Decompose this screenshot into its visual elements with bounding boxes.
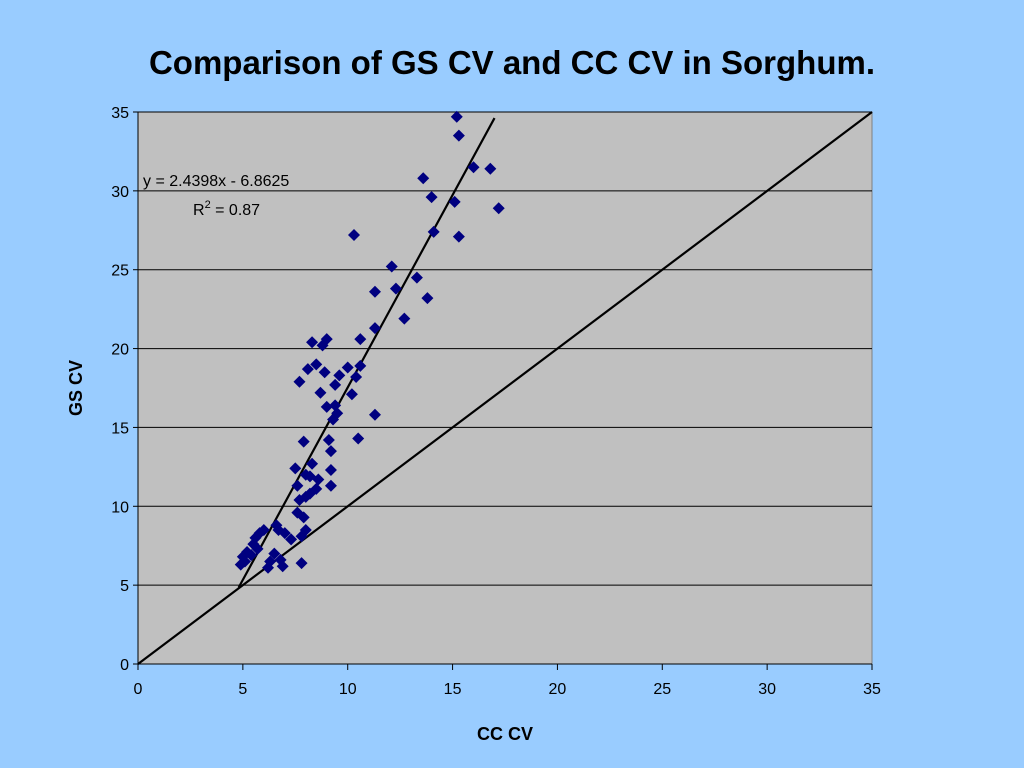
- data-point: [331, 407, 344, 420]
- data-point: [318, 366, 331, 379]
- data-point: [276, 560, 289, 573]
- data-point: [289, 462, 302, 475]
- data-point: [264, 555, 277, 568]
- reference-line: [137, 111, 873, 665]
- data-point: [324, 479, 337, 492]
- trendline-equation: y = 2.4398x - 6.8625: [143, 173, 289, 190]
- data-point: [450, 110, 463, 123]
- data-point: [368, 408, 381, 421]
- data-point: [320, 333, 333, 346]
- data-point: [484, 162, 497, 175]
- data-point: [251, 542, 264, 555]
- x-tick-label: 30: [758, 681, 776, 698]
- data-point: [310, 358, 323, 371]
- data-point: [452, 129, 465, 142]
- data-point: [297, 511, 310, 524]
- data-point: [341, 361, 354, 374]
- r-squared-label: R2 = 0.87: [193, 199, 260, 219]
- data-point: [492, 202, 505, 215]
- data-point: [329, 378, 342, 391]
- data-point: [285, 533, 298, 546]
- y-tick-label: 10: [111, 499, 129, 516]
- data-point: [322, 434, 335, 447]
- data-point: [306, 457, 319, 470]
- data-point: [238, 555, 251, 568]
- x-tick-label: 0: [134, 681, 143, 698]
- data-point: [310, 482, 323, 495]
- x-axis-title: CC CV: [477, 724, 533, 744]
- r-squared-superscript: 2: [205, 199, 211, 211]
- r-squared-value: = 0.87: [211, 202, 260, 219]
- data-point: [293, 375, 306, 388]
- y-tick-label: 25: [111, 263, 129, 280]
- data-point: [301, 363, 314, 376]
- x-tick-label: 10: [339, 681, 357, 698]
- data-point: [421, 292, 434, 305]
- data-point: [333, 369, 346, 382]
- data-point: [348, 229, 361, 242]
- data-point: [417, 172, 430, 185]
- data-point: [297, 435, 310, 448]
- data-point: [410, 271, 423, 284]
- data-point: [324, 464, 337, 477]
- r-squared-symbol: R: [193, 202, 205, 219]
- y-tick-label: 15: [111, 420, 129, 437]
- y-tick-label: 0: [120, 657, 129, 674]
- data-point: [257, 523, 270, 536]
- gridlines: [138, 111, 872, 586]
- x-axis-ticks: 0 5 10 15 20 25 30 35: [134, 664, 881, 698]
- data-point: [312, 473, 325, 486]
- x-tick-label: 35: [863, 681, 881, 698]
- data-point: [324, 445, 337, 458]
- data-point: [385, 260, 398, 273]
- data-point: [295, 557, 308, 570]
- data-point: [368, 285, 381, 298]
- data-point: [314, 386, 327, 399]
- data-point: [354, 333, 367, 346]
- fit-lines: [137, 111, 873, 665]
- data-point: [352, 432, 365, 445]
- chart-title: Comparison of GS CV and CC CV in Sorghum…: [148, 44, 876, 81]
- x-tick-label: 15: [444, 681, 462, 698]
- x-tick-label: 25: [653, 681, 671, 698]
- data-point: [398, 312, 411, 325]
- data-point: [448, 195, 461, 208]
- x-tick-label: 20: [549, 681, 567, 698]
- data-point: [389, 282, 402, 295]
- data-point: [354, 359, 367, 372]
- data-point: [278, 527, 291, 540]
- y-axis-ticks: 0 5 10 15 20 25 30 35: [111, 105, 138, 674]
- data-point: [425, 191, 438, 204]
- data-point: [268, 547, 281, 560]
- data-point: [350, 370, 363, 383]
- data-point: [245, 549, 258, 562]
- axes: [137, 112, 872, 665]
- data-point: [427, 225, 440, 238]
- y-axis-title: GS CV: [66, 360, 86, 416]
- data-points: [234, 110, 505, 574]
- data-point: [299, 523, 312, 536]
- y-tick-label: 20: [111, 342, 129, 359]
- data-point: [345, 388, 358, 401]
- y-tick-label: 30: [111, 184, 129, 201]
- x-tick-label: 5: [238, 681, 247, 698]
- data-point: [247, 538, 260, 551]
- trendline: [237, 117, 496, 589]
- data-point: [452, 230, 465, 243]
- data-point: [368, 322, 381, 335]
- data-point: [291, 479, 304, 492]
- data-point: [320, 400, 333, 413]
- y-tick-label: 35: [111, 105, 129, 122]
- data-point: [306, 336, 319, 349]
- data-point: [467, 161, 480, 174]
- y-tick-label: 5: [120, 578, 129, 595]
